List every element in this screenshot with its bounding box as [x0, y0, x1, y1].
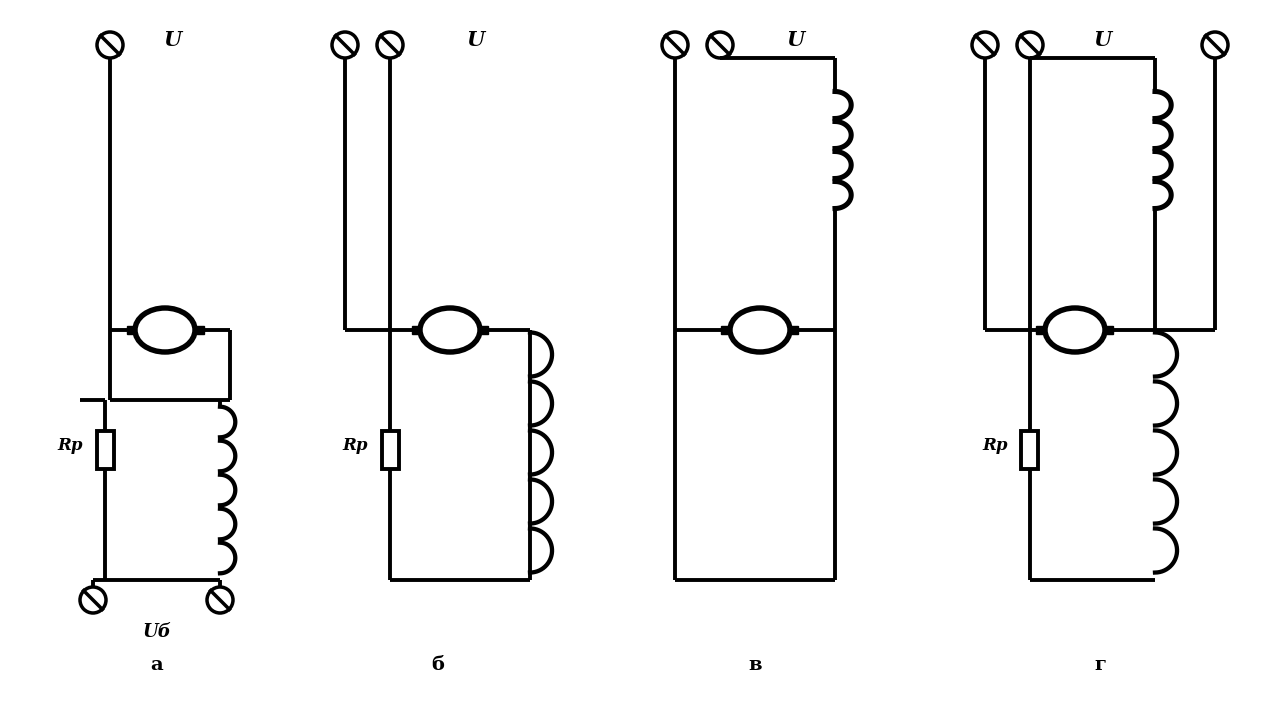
Bar: [381, 431, 398, 469]
Text: U: U: [163, 30, 181, 50]
Bar: [195, 325, 203, 334]
Text: а: а: [150, 656, 163, 674]
Bar: [1036, 325, 1045, 334]
Bar: [96, 431, 113, 469]
Text: Rр: Rр: [58, 436, 83, 454]
Text: Uб: Uб: [143, 623, 171, 641]
Bar: [1106, 325, 1113, 334]
Bar: [127, 325, 135, 334]
Bar: [722, 325, 731, 334]
Text: в: в: [749, 656, 761, 674]
Text: б: б: [431, 656, 444, 674]
Bar: [790, 325, 799, 334]
Text: U: U: [466, 30, 484, 50]
Bar: [480, 325, 488, 334]
Text: Rр: Rр: [982, 436, 1008, 454]
Text: г: г: [1094, 656, 1106, 674]
Text: U: U: [786, 30, 804, 50]
Bar: [1022, 431, 1039, 469]
Text: Rр: Rр: [343, 436, 369, 454]
Bar: [411, 325, 420, 334]
Text: U: U: [1093, 30, 1111, 50]
